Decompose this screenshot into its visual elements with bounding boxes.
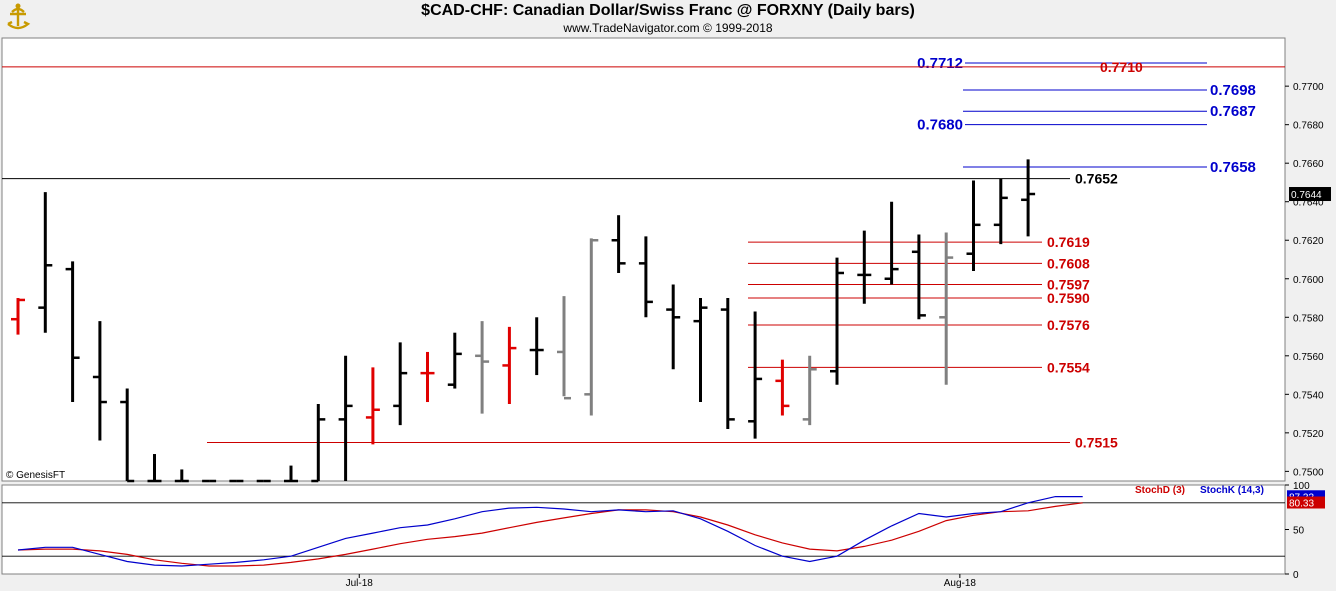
ohlc-bar bbox=[393, 342, 408, 426]
level-label: 0.7590 bbox=[1047, 290, 1090, 306]
ohlc-bar bbox=[857, 230, 872, 304]
price-tick-label: 0.7680 bbox=[1293, 121, 1324, 132]
price-tick-label: 0.7560 bbox=[1293, 352, 1324, 363]
stoch-tick-label: 100 bbox=[1293, 481, 1310, 492]
level-label: 0.7652 bbox=[1075, 171, 1118, 187]
ohlc-bar bbox=[802, 355, 817, 426]
ohlc-bar bbox=[475, 321, 490, 414]
ohlc-bar bbox=[65, 261, 80, 403]
ohlc-bar bbox=[557, 296, 571, 400]
level-label: 0.7712 bbox=[917, 55, 963, 72]
price-tick-label: 0.7500 bbox=[1293, 467, 1324, 478]
ohlc-bar bbox=[993, 178, 1008, 245]
ohlc-bar bbox=[311, 403, 326, 483]
price-tick-label: 0.7640 bbox=[1293, 198, 1324, 209]
ohlc-bar bbox=[720, 298, 735, 429]
level-label: 0.7687 bbox=[1210, 103, 1256, 120]
level-label: 0.7576 bbox=[1047, 317, 1090, 333]
last-price-badge bbox=[1289, 187, 1331, 202]
ohlc-bar bbox=[502, 326, 517, 404]
ohlc-bar bbox=[1021, 159, 1036, 237]
level-label: 0.7698 bbox=[1210, 82, 1256, 99]
level-label: 0.7658 bbox=[1210, 159, 1256, 176]
ohlc-bar bbox=[693, 298, 708, 403]
ohlc-bar bbox=[284, 465, 298, 483]
ohlc-bar bbox=[11, 298, 25, 335]
ohlc-bar bbox=[174, 469, 189, 483]
stochastic-panel bbox=[1, 484, 1286, 575]
stoch-d-badge bbox=[1287, 496, 1325, 509]
chart-title: $CAD-CHF: Canadian Dollar/Swiss Franc @ … bbox=[421, 2, 915, 19]
price-tick-label: 0.7580 bbox=[1293, 313, 1324, 324]
price-panel bbox=[1, 37, 1286, 482]
price-tick-label: 0.7660 bbox=[1293, 159, 1324, 170]
ohlc-bar bbox=[911, 234, 926, 320]
ohlc-bar bbox=[830, 257, 844, 385]
ohlc-bar bbox=[884, 201, 899, 285]
legend-stoch-d: StochD (3) bbox=[1135, 485, 1185, 496]
ohlc-bar bbox=[92, 321, 107, 441]
stoch-tick-label: 50 bbox=[1293, 526, 1305, 537]
ohlc-bar bbox=[147, 454, 162, 483]
ohlc-bar bbox=[365, 367, 380, 445]
ohlc-bar bbox=[666, 284, 681, 370]
level-label: 0.7554 bbox=[1047, 359, 1090, 375]
level-label: 0.7608 bbox=[1047, 255, 1090, 271]
ohlc-bar bbox=[338, 355, 353, 481]
tradenavigator-logo-icon bbox=[4, 2, 32, 32]
level-label: 0.7710 bbox=[1100, 59, 1143, 75]
stoch-k-line bbox=[17, 496, 1083, 567]
x-tick-label: Jul-18 bbox=[346, 578, 374, 589]
ohlc-bar bbox=[529, 317, 544, 376]
level-label: 0.7515 bbox=[1075, 434, 1118, 450]
x-tick-label: Aug-18 bbox=[944, 578, 977, 589]
level-label: 0.7619 bbox=[1047, 234, 1090, 250]
chart-subtitle: www.TradeNavigator.com © 1999-2018 bbox=[563, 21, 773, 35]
copyright-label: © GenesisFT bbox=[6, 470, 65, 481]
stoch-d-value: 80.33 bbox=[1289, 499, 1314, 510]
level-label: 0.7680 bbox=[917, 117, 963, 134]
ohlc-bar bbox=[584, 238, 599, 416]
level-label: 0.7597 bbox=[1047, 277, 1090, 293]
ohlc-bar bbox=[939, 232, 954, 385]
legend-stoch-k: StochK (14,3) bbox=[1200, 485, 1264, 496]
price-tick-label: 0.7620 bbox=[1293, 236, 1324, 247]
price-tick-label: 0.7540 bbox=[1293, 390, 1324, 401]
price-tick-label: 0.7520 bbox=[1293, 429, 1324, 440]
ohlc-bar bbox=[748, 311, 763, 439]
price-tick-label: 0.7600 bbox=[1293, 275, 1324, 286]
ohlc-bar bbox=[447, 332, 462, 389]
price-tick-label: 0.7700 bbox=[1293, 82, 1324, 93]
ohlc-bar bbox=[38, 192, 53, 333]
ohlc-bar bbox=[966, 180, 981, 272]
ohlc-bar bbox=[120, 388, 135, 483]
last-price-label: 0.7644 bbox=[1291, 190, 1322, 201]
stoch-tick-label: 0 bbox=[1293, 570, 1299, 581]
ohlc-bar bbox=[611, 215, 626, 273]
ohlc-bar bbox=[775, 359, 790, 416]
ohlc-bar bbox=[420, 351, 435, 403]
ohlc-bar bbox=[638, 236, 653, 318]
